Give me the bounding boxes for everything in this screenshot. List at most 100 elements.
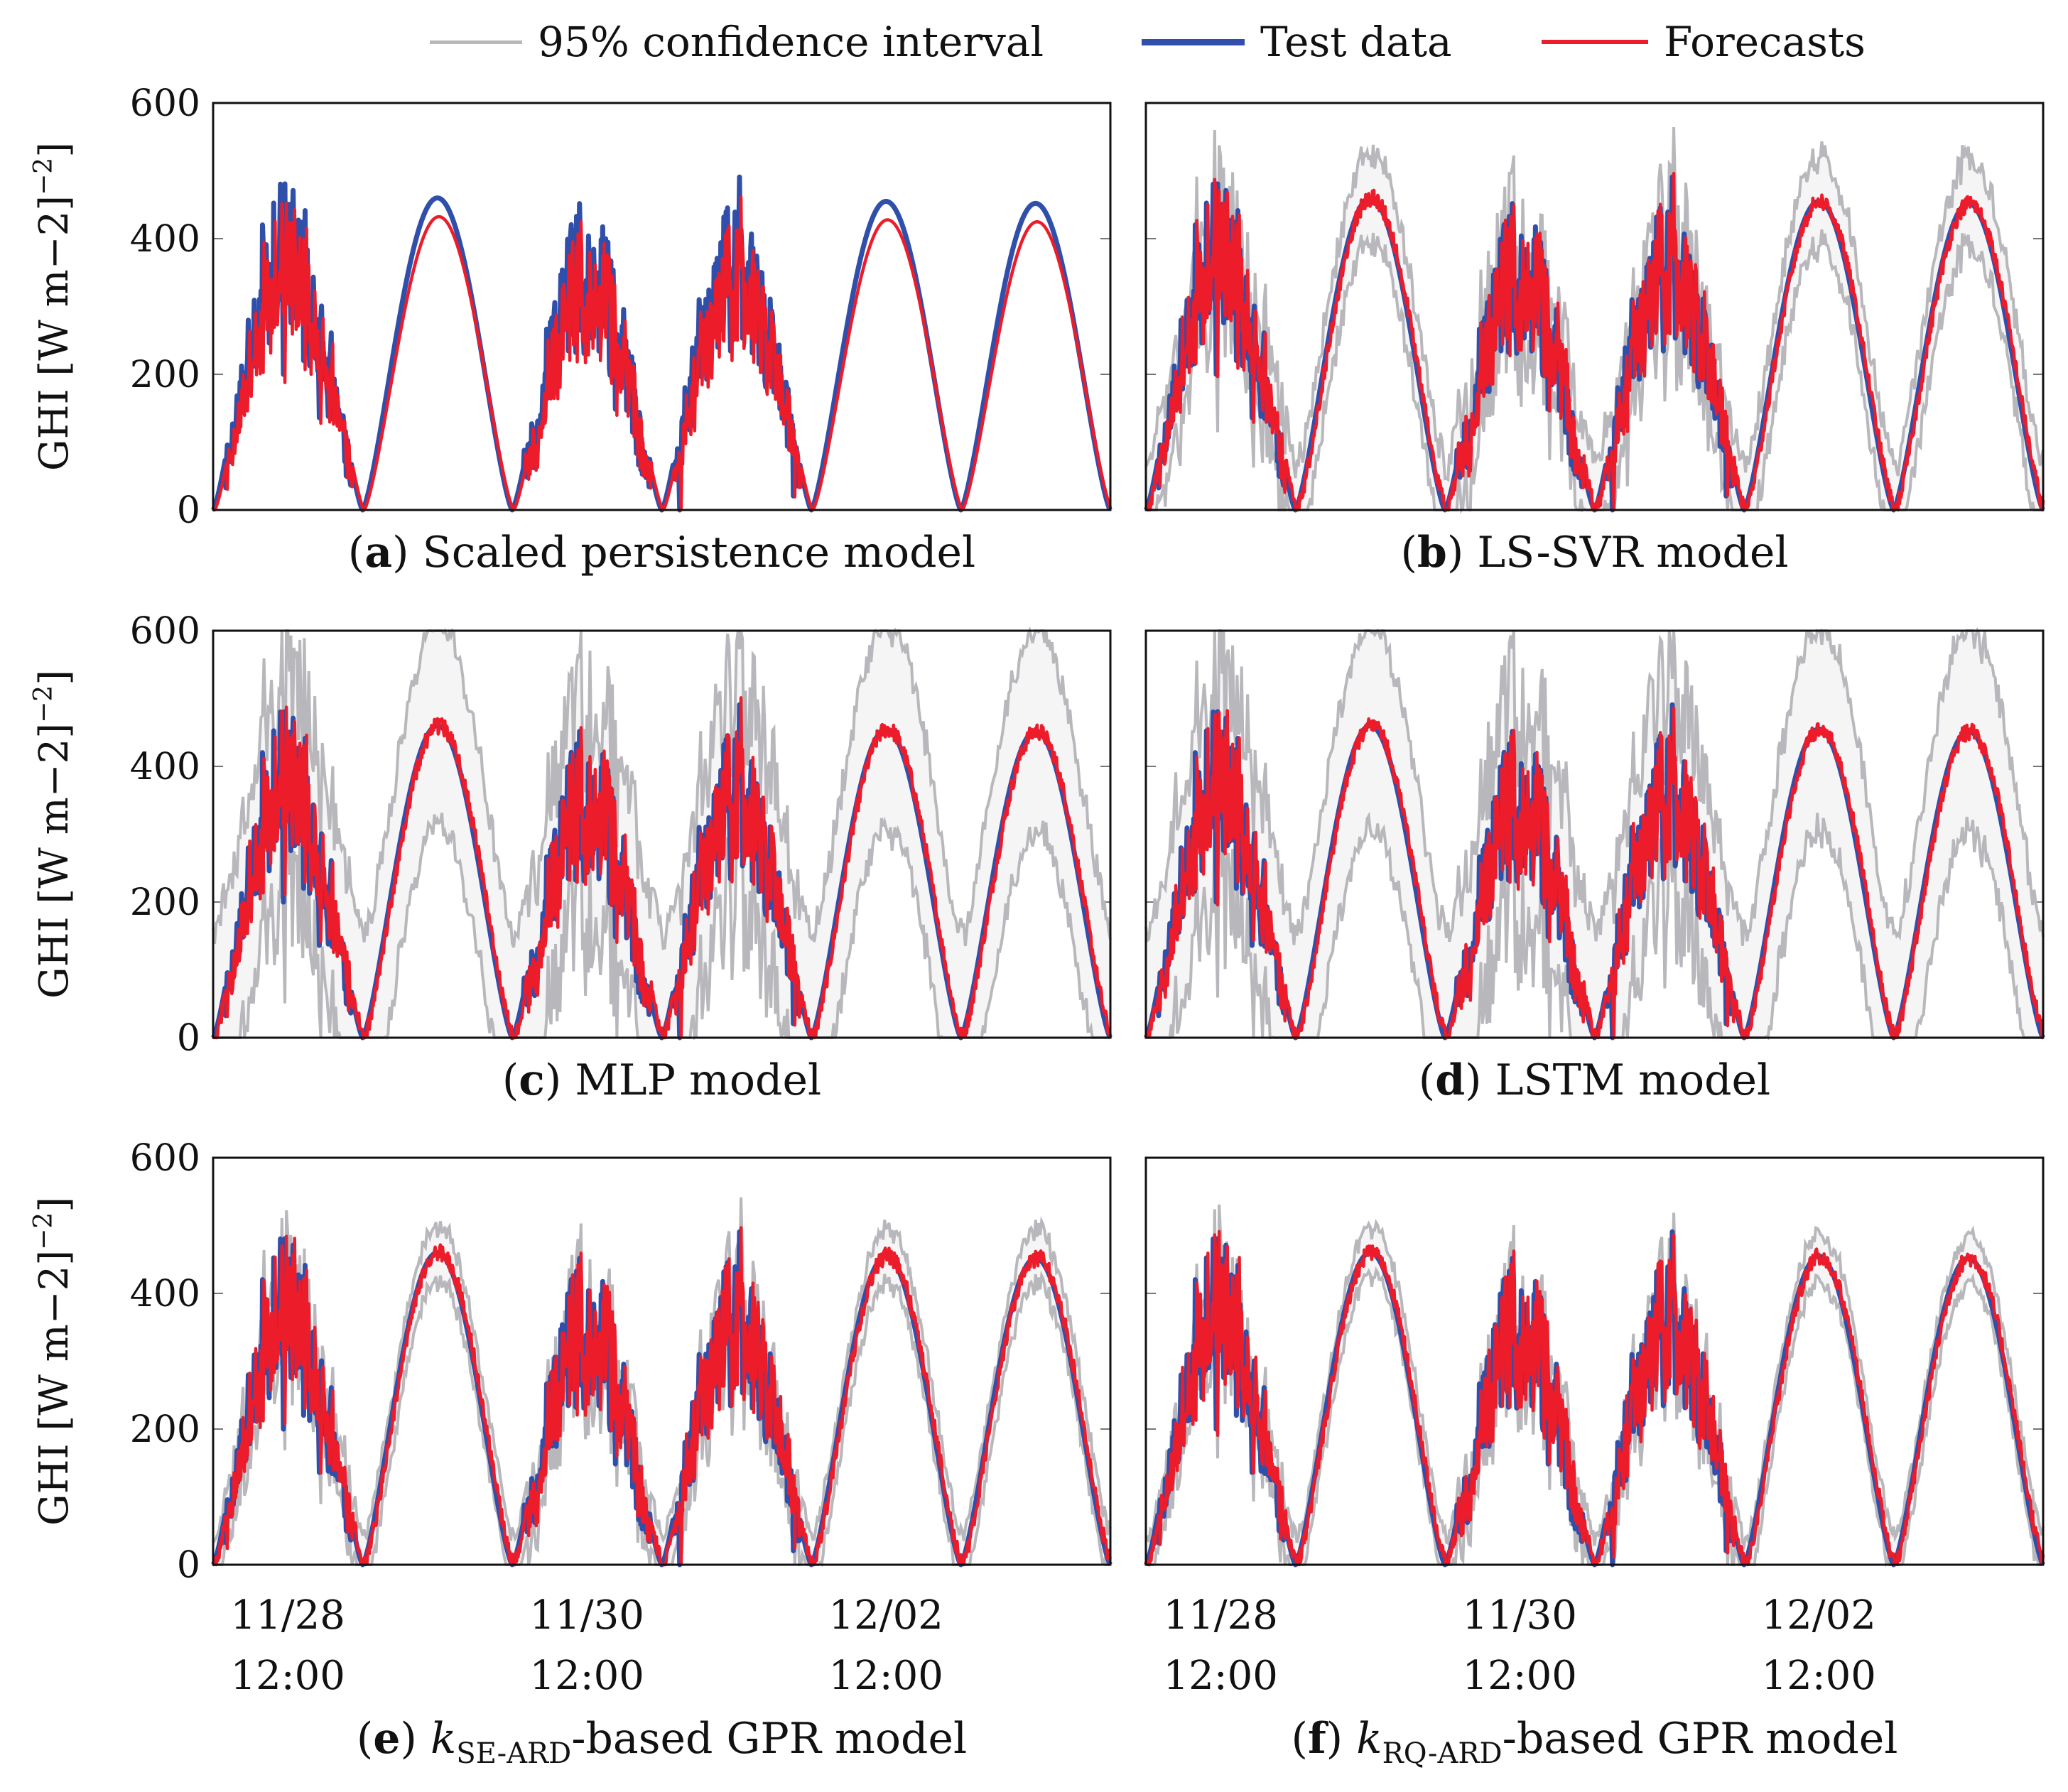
chart-panel-b: (b) LS-SVR model — [1144, 102, 2045, 577]
y-tick-label: 200 — [130, 1408, 200, 1451]
y-axis-label-exponent: −2 — [29, 1212, 58, 1250]
x-tick-label-time: 12:00 — [829, 1653, 943, 1699]
y-tick-label: 200 — [130, 354, 200, 396]
x-tick-label-time: 12:00 — [530, 1653, 644, 1699]
caption-kernel-symbol: k — [431, 1714, 456, 1764]
ci-upper-line — [212, 1197, 1112, 1543]
caption-paren-close: ) — [400, 1714, 430, 1764]
x-tick-label-date: 11/28 — [1164, 1592, 1278, 1639]
caption-text: -based GPR model — [1503, 1714, 1898, 1764]
y-axis-label-exponent: −2 — [29, 158, 58, 195]
caption-letter: b — [1417, 528, 1447, 577]
y-tick-label: 600 — [130, 82, 200, 125]
y-axis-label: GHI [W m−2]−2] — [29, 670, 77, 999]
series-forecasts — [212, 1226, 1113, 1567]
caption-text: LS-SVR model — [1477, 528, 1788, 577]
caption-paren-close: ) — [1326, 1714, 1356, 1764]
plot-frame — [1144, 629, 2045, 1039]
caption-kernel-subscript: RQ-ARD — [1382, 1737, 1503, 1770]
legend-label-ci: 95% confidence interval — [538, 18, 1044, 66]
y-axis-label: GHI [W m−2]−2] — [29, 142, 77, 471]
legend-label-test: Test data — [1260, 18, 1452, 66]
panel-caption: (a) Scaled persistence model — [348, 528, 975, 577]
caption-text: -based GPR model — [571, 1714, 967, 1764]
plot-frame — [1144, 102, 2045, 511]
caption-text: MLP model — [575, 1055, 821, 1105]
x-tick-label-time: 12:00 — [1463, 1653, 1577, 1699]
chart-panel-e: 0 200 400 600 GHI [W m−2]−2] 11/28 12:00 11/30 1… — [29, 1137, 1113, 1770]
caption-paren-open: ( — [1400, 528, 1417, 577]
panel-caption: (c) MLP model — [502, 1055, 821, 1105]
y-tick-label: 600 — [130, 1137, 200, 1180]
x-tick-label-date: 12/02 — [1762, 1592, 1876, 1639]
legend-swatch-ci — [430, 40, 522, 44]
legend-item-test: Test data — [1142, 10, 1452, 74]
plot-frame — [212, 102, 1112, 511]
plot-frame — [212, 1156, 1112, 1566]
caption-text: LSTM model — [1495, 1055, 1771, 1105]
legend-label-forecast: Forecasts — [1664, 18, 1866, 66]
series-forecasts — [212, 696, 1113, 1040]
plot-frame — [212, 629, 1112, 1039]
series-forecasts — [212, 195, 1113, 512]
caption-paren-open: ( — [1419, 1055, 1435, 1105]
ci-band — [1146, 126, 2043, 511]
chart-panel-f: 11/28 12:00 11/30 12:00 12/02 12:00 (f) kRQ-AR… — [1144, 1156, 2045, 1770]
caption-paren-open: ( — [357, 1714, 373, 1764]
legend-swatch-forecast — [1542, 40, 1648, 44]
chart-panel-c: 0 200 400 600 GHI [W m−2]−2] (c) MLP model — [29, 610, 1113, 1105]
panel-caption: (d) LSTM model — [1419, 1055, 1770, 1105]
chart-panel-d: (d) LSTM model — [1144, 626, 2045, 1105]
x-tick-label-time: 12:00 — [1762, 1653, 1876, 1699]
x-tick-label-date: 11/30 — [1463, 1592, 1577, 1639]
legend: 95% confidence interval Test data Foreca… — [0, 10, 2068, 74]
caption-text: Scaled persistence model — [423, 528, 976, 577]
y-tick-label: 200 — [130, 881, 200, 924]
legend-item-ci: 95% confidence interval — [430, 10, 1044, 74]
caption-letter: a — [364, 528, 392, 577]
panel-caption: (f) kRQ-ARD-based GPR model — [1292, 1714, 1898, 1770]
x-tick-label-time: 12:00 — [231, 1653, 345, 1699]
ci-upper-line — [212, 626, 1112, 950]
series-forecasts — [1144, 1229, 2045, 1567]
caption-letter: e — [373, 1714, 400, 1764]
y-tick-label: 400 — [130, 218, 200, 261]
panel-caption: (b) LS-SVR model — [1400, 528, 1788, 577]
y-tick-label: 400 — [130, 746, 200, 788]
legend-swatch-test — [1142, 38, 1245, 45]
y-tick-label: 400 — [130, 1273, 200, 1315]
caption-paren-close: ) — [392, 528, 422, 577]
panel-caption: (e) kSE-ARD-based GPR model — [357, 1714, 967, 1770]
y-tick-label: 0 — [177, 1544, 200, 1587]
y-axis-label-bracket: ] — [31, 142, 77, 158]
y-axis-label-bracket: ] — [31, 670, 77, 685]
y-axis-label-bracket: ] — [31, 1197, 77, 1212]
caption-paren-close: ) — [1447, 528, 1477, 577]
legend-item-forecast: Forecasts — [1542, 10, 1866, 74]
caption-paren-open: ( — [502, 1055, 519, 1105]
caption-letter: f — [1308, 1714, 1329, 1764]
x-tick-label-date: 12/02 — [829, 1592, 943, 1639]
y-tick-label: 0 — [177, 489, 200, 532]
y-tick-label: 0 — [177, 1017, 200, 1060]
caption-kernel-symbol: k — [1356, 1714, 1382, 1764]
y-axis-label-exponent: −2 — [29, 685, 58, 723]
x-tick-label-time: 12:00 — [1164, 1653, 1278, 1699]
caption-letter: d — [1435, 1055, 1465, 1105]
x-tick-label-date: 11/28 — [231, 1592, 345, 1639]
ci-upper-line — [1144, 1204, 2045, 1551]
caption-letter: c — [519, 1055, 545, 1105]
chart-panel-a: 0 200 400 600 GHI [W m−2]−2] (a) Scaled persi… — [29, 82, 1113, 577]
caption-paren-close: ) — [1465, 1055, 1495, 1105]
caption-paren-open: ( — [1292, 1714, 1308, 1764]
ci-upper-line — [1144, 126, 2045, 482]
y-axis-label: GHI [W m−2]−2] — [29, 1197, 77, 1526]
plot-frame — [1144, 1156, 2045, 1566]
y-tick-label: 600 — [130, 610, 200, 653]
x-tick-label-date: 11/30 — [530, 1592, 644, 1639]
caption-paren-close: ) — [545, 1055, 575, 1105]
caption-kernel-subscript: SE-ARD — [456, 1737, 571, 1770]
ci-upper-line — [1144, 626, 2045, 946]
caption-paren-open: ( — [348, 528, 364, 577]
